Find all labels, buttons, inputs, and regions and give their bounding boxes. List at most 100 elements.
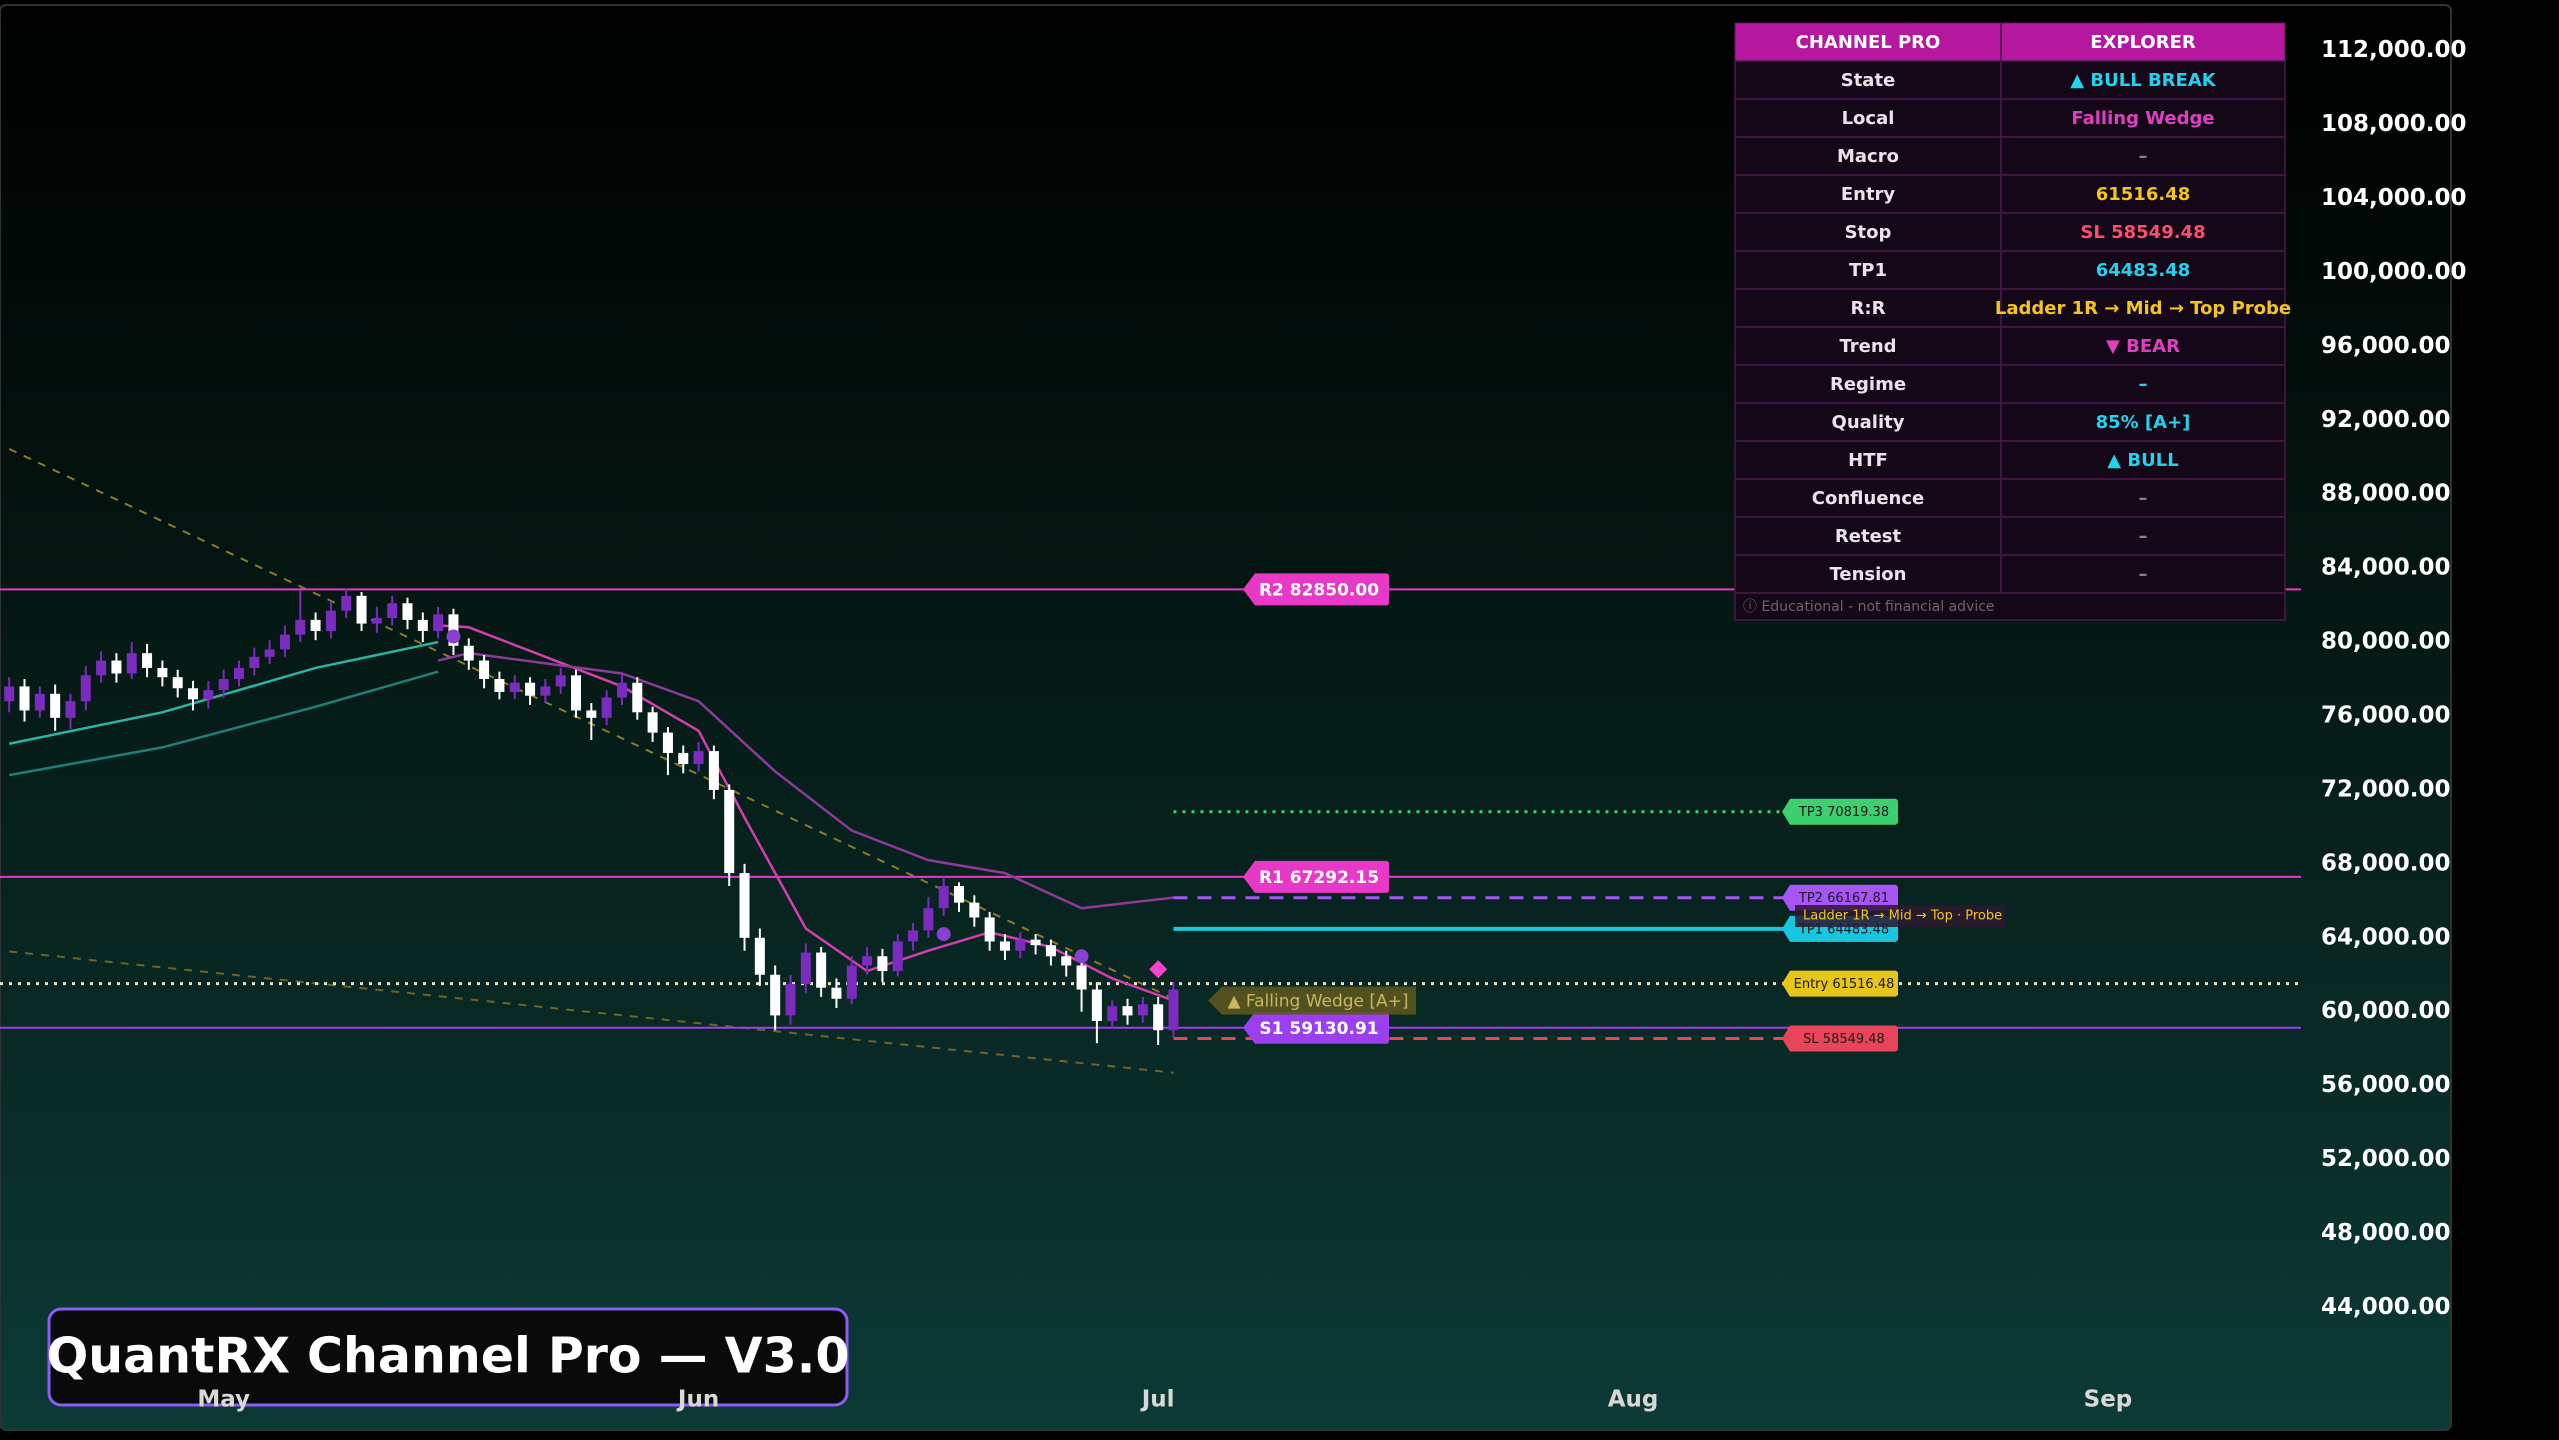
table-value: – xyxy=(2139,146,2148,167)
candle-body xyxy=(463,645,474,661)
candle-body xyxy=(785,983,796,1016)
candle-body xyxy=(908,930,919,942)
x-tick-label: Sep xyxy=(2084,1387,2133,1413)
candle-body xyxy=(479,660,490,680)
candle-body xyxy=(999,941,1010,951)
level-tag xyxy=(1243,573,1389,606)
candle-body xyxy=(831,987,842,999)
candle-body xyxy=(494,679,505,692)
candle-body xyxy=(586,710,597,718)
x-tick-label: Jul xyxy=(1140,1387,1175,1413)
x-tick-label: Aug xyxy=(1608,1387,1659,1413)
candle-body xyxy=(4,686,15,702)
table-cell xyxy=(1734,288,2002,328)
ladder-bg xyxy=(1795,905,2005,927)
y-tick-label: 76,000.00 xyxy=(2321,702,2451,728)
y-tick-label: 52,000.00 xyxy=(2321,1146,2451,1172)
table-cell xyxy=(2000,136,2286,176)
table-label: HTF xyxy=(1848,450,1888,471)
table-label: Confluence xyxy=(1812,488,1924,509)
table-value: – xyxy=(2139,564,2148,585)
table-label: State xyxy=(1841,70,1896,91)
candle-body xyxy=(126,653,137,674)
y-tick-label: 104,000.00 xyxy=(2321,185,2467,211)
ma-line xyxy=(437,651,1174,910)
target-label: SL 58549.48 xyxy=(1803,1032,1885,1047)
table-cell xyxy=(1734,212,2002,252)
ladder-label: Ladder 1R → Mid → Top · Probe xyxy=(1803,909,2002,924)
target-tag xyxy=(1782,798,1898,825)
candle-body xyxy=(632,682,643,713)
table-label: Macro xyxy=(1837,146,1899,167)
candle-body xyxy=(65,701,76,718)
candle-body xyxy=(50,693,61,718)
y-tick-label: 84,000.00 xyxy=(2321,555,2451,581)
candle-body xyxy=(555,675,566,687)
target-label: TP2 66167.81 xyxy=(1798,891,1889,906)
candle-body xyxy=(877,956,888,972)
candle-body xyxy=(571,675,582,711)
candle-body xyxy=(892,941,903,972)
candle-body xyxy=(724,789,735,874)
candle-body xyxy=(188,688,199,700)
candle-body xyxy=(1168,989,1179,1031)
table-label: Trend xyxy=(1839,336,1896,357)
candle-body xyxy=(509,682,520,692)
table-cell xyxy=(2000,364,2286,404)
candle-body xyxy=(295,619,306,635)
table-footer: ⓘ Educational - not financial advice xyxy=(1743,599,1995,615)
target-tag xyxy=(1782,1025,1898,1052)
badge-title: QuantRX Channel Pro — V3.0 xyxy=(47,1328,850,1385)
badge: QuantRX Channel Pro — V3.0 xyxy=(47,1307,850,1407)
candle-body xyxy=(678,752,689,765)
table-label: Regime xyxy=(1830,374,1906,395)
candle-body xyxy=(647,712,658,733)
overlay: R2 82850.00 R1 67292.15 S1 59130.91 TP3 708… xyxy=(1208,573,2005,1052)
candle-body xyxy=(96,660,107,676)
table-header: CHANNEL PRO xyxy=(1796,32,1941,53)
candle-body xyxy=(846,965,857,999)
table-label: TP1 xyxy=(1849,260,1887,281)
y-tick-label: 60,000.00 xyxy=(2321,998,2451,1024)
candle-body xyxy=(984,917,995,942)
y-tick-label: 56,000.00 xyxy=(2321,1072,2451,1098)
x-tick-label: May xyxy=(197,1387,250,1413)
candle-body xyxy=(601,697,612,718)
table-label: Retest xyxy=(1835,526,1902,547)
table-value: Falling Wedge xyxy=(2071,108,2214,129)
table-cell xyxy=(1734,440,2002,480)
x-tick-label: Jun xyxy=(676,1387,719,1413)
level-tag xyxy=(1243,1011,1389,1044)
table-cell xyxy=(1734,136,2002,176)
candle-body xyxy=(708,751,719,790)
candle-body xyxy=(19,686,30,711)
candle-body xyxy=(1076,965,1087,990)
candle-body xyxy=(387,603,398,619)
candle-body xyxy=(1107,1006,1118,1021)
table-value: – xyxy=(2139,526,2148,547)
candle-body xyxy=(816,952,827,988)
table-label: R:R xyxy=(1851,298,1886,319)
table-label: Local xyxy=(1842,108,1895,129)
candle-body xyxy=(1015,939,1026,951)
table-cell xyxy=(1734,174,2002,214)
level-label: R1 67292.15 xyxy=(1259,868,1379,888)
candle-body xyxy=(938,886,949,909)
table-cell xyxy=(2000,212,2286,252)
candle-body xyxy=(279,634,290,650)
candle-body xyxy=(34,693,45,711)
candle-body xyxy=(203,690,214,700)
table-cell xyxy=(2000,326,2286,366)
table-footer-bg xyxy=(1734,592,2286,621)
table-cell xyxy=(1734,60,2002,100)
target-tag xyxy=(1782,970,1898,997)
candle-body xyxy=(172,677,183,689)
target-label: Entry 61516.48 xyxy=(1794,977,1895,992)
y-tick-label: 100,000.00 xyxy=(2321,259,2467,285)
table-cell xyxy=(2000,98,2286,138)
table-value: 61516.48 xyxy=(2096,184,2191,205)
candle-body xyxy=(739,873,750,938)
plot-area xyxy=(0,448,2301,1074)
